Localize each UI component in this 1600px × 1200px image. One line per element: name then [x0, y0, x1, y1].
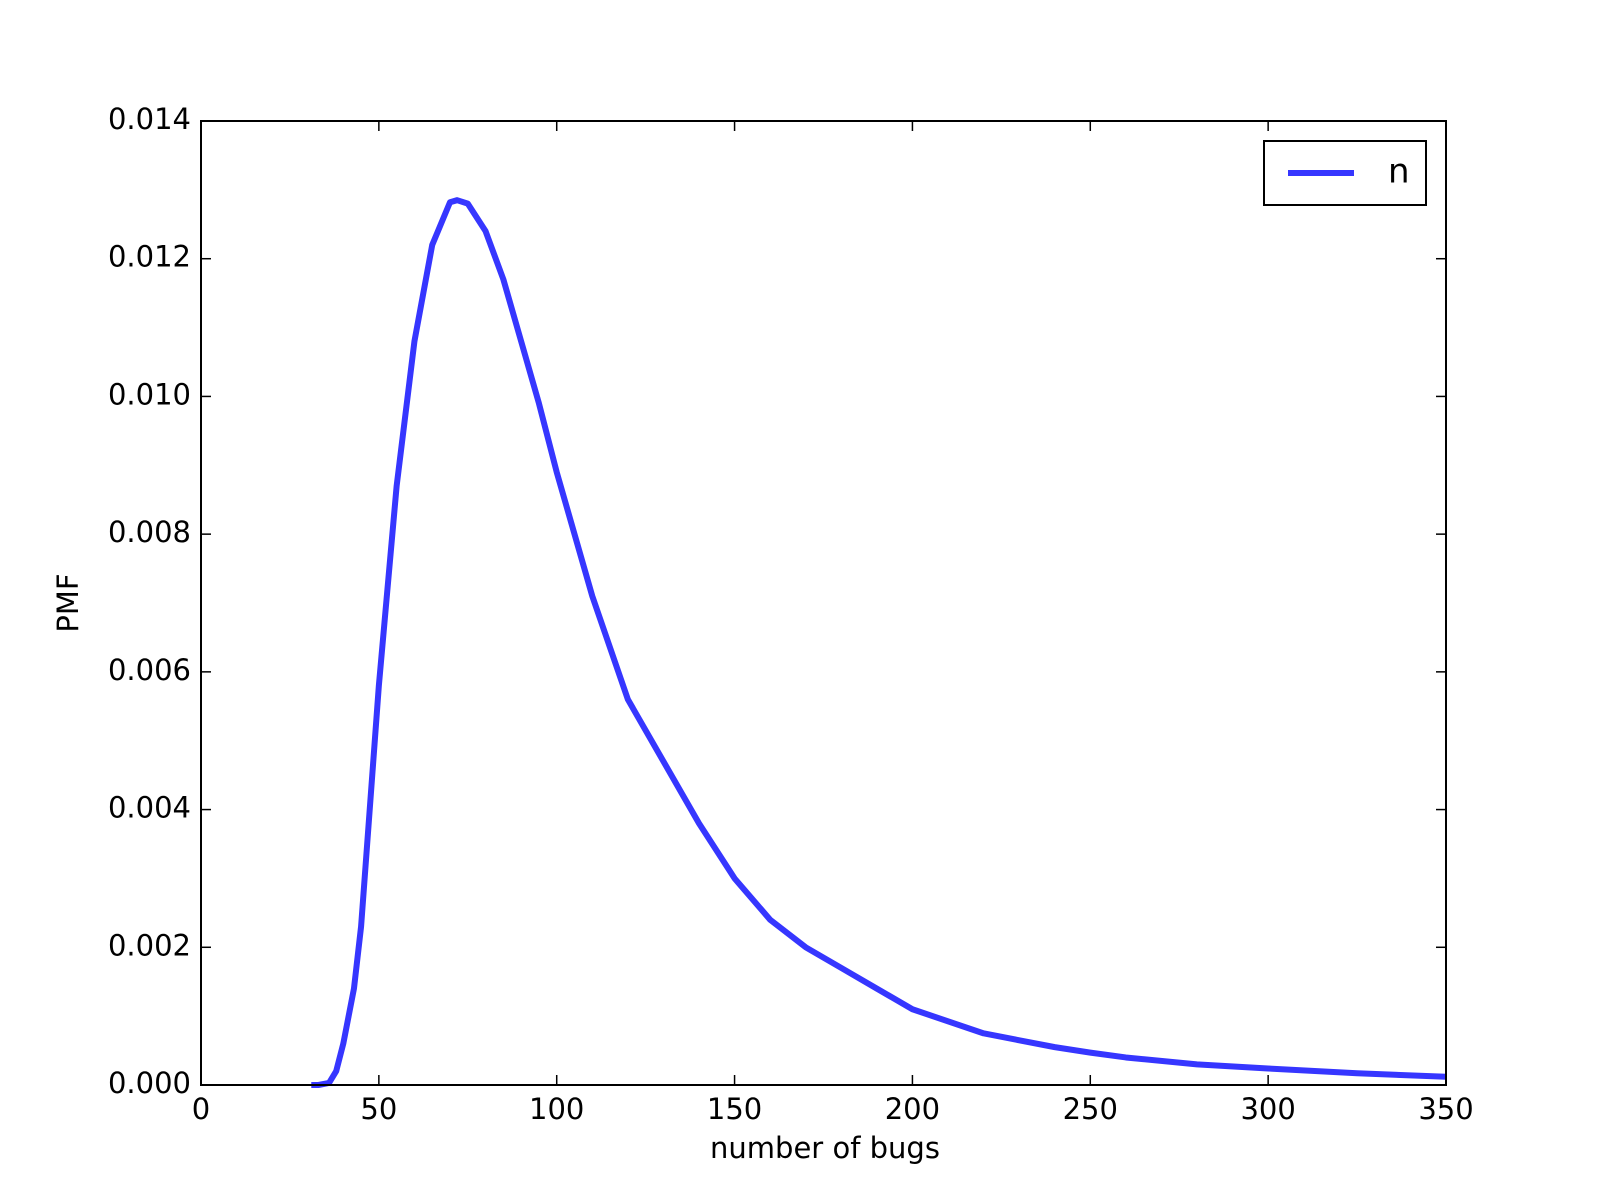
y-tick-label: 0.010	[108, 377, 191, 411]
x-tick-label: 150	[707, 1092, 762, 1126]
x-tick-label: 100	[529, 1092, 584, 1126]
x-tick-label: 350	[1418, 1092, 1473, 1126]
plot-frame	[200, 120, 1447, 1086]
x-tick-label: 200	[885, 1092, 940, 1126]
x-tick-label: 300	[1240, 1092, 1295, 1126]
y-tick-label: 0.012	[108, 240, 191, 274]
y-tick-label: 0.006	[108, 653, 191, 687]
y-tick-label: 0.000	[108, 1066, 191, 1100]
y-tick-label: 0.008	[108, 515, 191, 549]
x-tick-label: 0	[192, 1092, 210, 1126]
y-axis-label: PMF	[51, 573, 85, 632]
data-line	[311, 197, 1447, 1088]
y-tick-label: 0.014	[108, 102, 191, 136]
legend-label: n	[1388, 152, 1410, 192]
y-tick-label: 0.004	[108, 791, 191, 825]
x-tick-label: 250	[1063, 1092, 1118, 1126]
x-axis-label: number of bugs	[710, 1131, 940, 1165]
x-tick-label: 50	[360, 1092, 397, 1126]
y-tick-label: 0.002	[108, 928, 191, 962]
